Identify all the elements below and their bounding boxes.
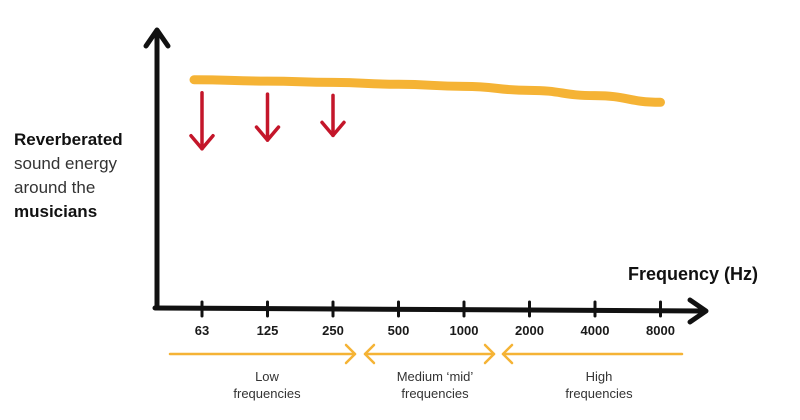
x-tick-label-8000: 8000 [646, 323, 675, 338]
y-axis-arrowhead [143, 27, 171, 49]
x-tick-label-2000: 2000 [515, 323, 544, 338]
x-tick-label-4000: 4000 [581, 323, 610, 338]
band-bracket-mid-head-right [483, 343, 496, 365]
band-high-line-1: High [585, 369, 613, 384]
band-low-line-2: frequencies [233, 386, 301, 401]
band-bracket-mid [363, 343, 496, 365]
band-bracket-low [168, 343, 357, 365]
reduction-arrow-63 [189, 91, 215, 151]
reduction-arrow-head-63 [189, 134, 215, 151]
band-label-mid: Medium ‘mid’ frequencies [375, 368, 495, 402]
y-label-line-2: sound energy [14, 154, 118, 173]
band-mid-line-1: Medium ‘mid’ [396, 369, 474, 384]
reduction-arrow-250 [320, 93, 346, 138]
reduction-arrow-head-125 [254, 125, 281, 142]
band-label-high: High frequencies [544, 368, 654, 402]
y-label-line-4: musicians [14, 202, 98, 221]
x-axis-arrowhead [687, 297, 709, 325]
y-label-line-3: around the [14, 178, 96, 197]
x-tick-label-63: 63 [195, 323, 209, 338]
band-label-low: Low frequencies [212, 368, 322, 402]
band-bracket-high [501, 343, 684, 365]
x-tick-label-500: 500 [388, 323, 410, 338]
band-mid-line-2: frequencies [401, 386, 469, 401]
reduction-arrow-head-250 [320, 120, 346, 138]
band-low-line-1: Low [255, 369, 279, 384]
x-tick-label-1000: 1000 [450, 323, 479, 338]
band-bracket-high-head-left [501, 343, 514, 365]
reduction-arrow-125 [254, 92, 281, 142]
x-tick-label-125: 125 [257, 323, 279, 338]
band-bracket-low-head-right [344, 343, 357, 365]
band-bracket-mid-head-left [363, 343, 376, 365]
y-axis-label: Reverberated sound energy around the mus… [14, 128, 144, 224]
x-axis [152, 305, 707, 314]
series-line [189, 75, 665, 107]
band-high-line-2: frequencies [565, 386, 633, 401]
y-label-line-1: Reverberated [14, 130, 123, 149]
x-axis-title: Frequency (Hz) [628, 264, 759, 284]
x-tick-label-250: 250 [322, 323, 344, 338]
